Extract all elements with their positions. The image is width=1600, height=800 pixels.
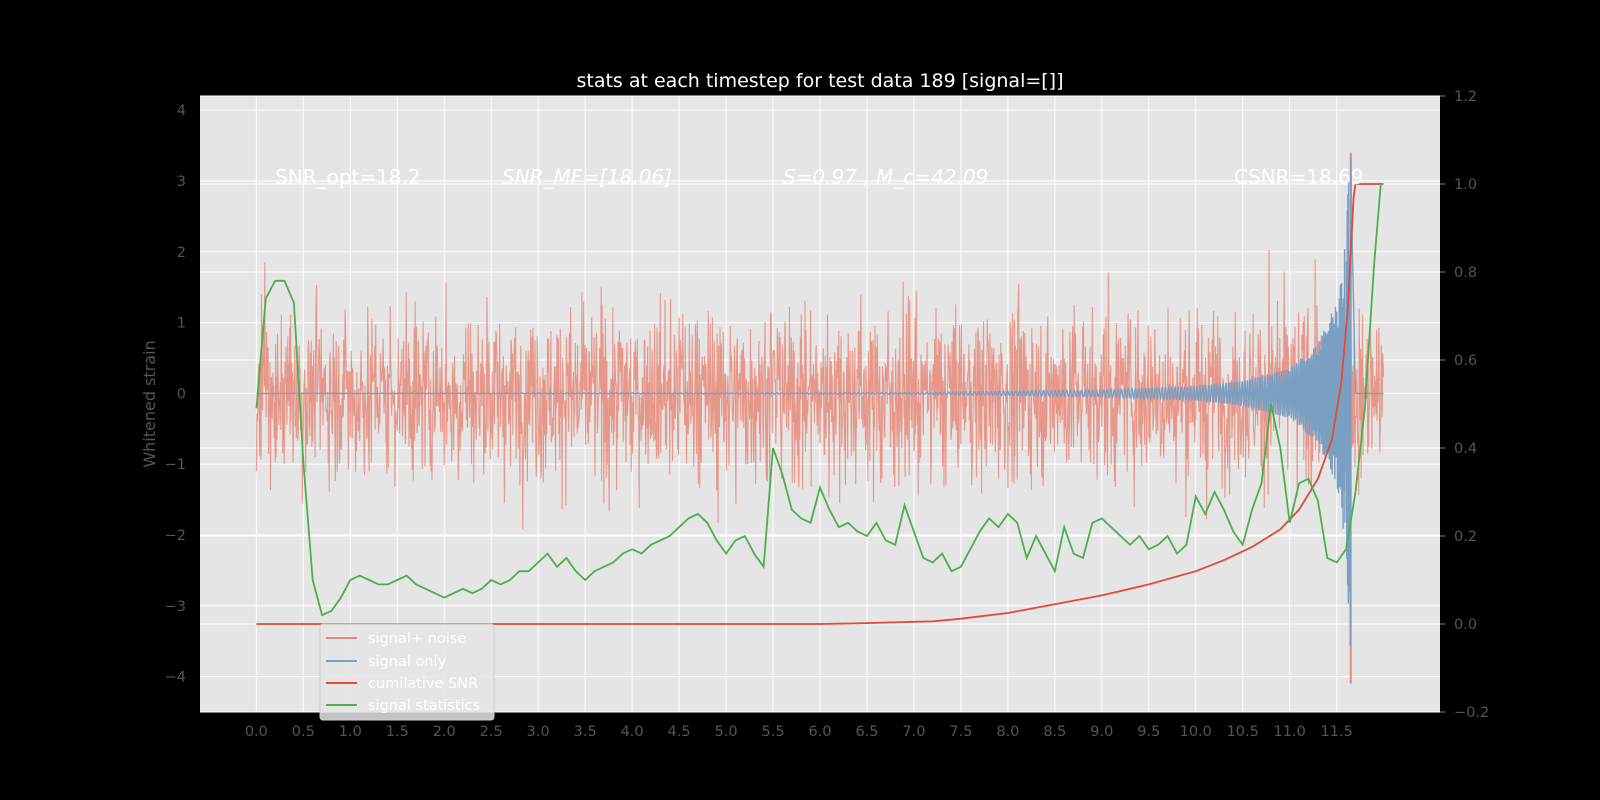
x-tick-label: 5.5 bbox=[761, 724, 784, 740]
legend-box bbox=[319, 623, 495, 721]
x-tick-label: 7.5 bbox=[949, 724, 972, 740]
x-tick-label: 4.0 bbox=[621, 724, 644, 740]
y-left-tick-label: 3 bbox=[177, 174, 186, 190]
x-tick-label: 9.5 bbox=[1137, 724, 1160, 740]
x-tick-label: 11.5 bbox=[1321, 724, 1353, 740]
y-axis-left-ticks: 4 3 2 1 0 −1 −2 −3 −4 bbox=[165, 103, 186, 685]
series-cumulative-snr bbox=[256, 183, 1384, 625]
y-left-tick-label: −1 bbox=[165, 457, 186, 473]
annotation-snr-mf: SNR_MF=[18.06] bbox=[502, 165, 672, 189]
x-tick-label: 0.0 bbox=[245, 724, 268, 740]
x-tick-label: 2.5 bbox=[480, 724, 503, 740]
legend: signal+ noise signal only cumilative SNR… bbox=[319, 623, 495, 721]
y-right-tick-label: 0.0 bbox=[1454, 617, 1477, 633]
y-left-tick-label: 0 bbox=[177, 386, 186, 402]
x-tick-label: 1.0 bbox=[339, 724, 362, 740]
y-left-tick-label: −4 bbox=[165, 670, 186, 686]
y-left-tick-label: 4 bbox=[177, 103, 186, 119]
x-tick-label: 5.0 bbox=[715, 724, 738, 740]
y-right-tick-label: 0.2 bbox=[1454, 529, 1477, 545]
x-tick-label: 11.0 bbox=[1274, 724, 1306, 740]
legend-label-cum: cumilative SNR bbox=[368, 676, 478, 692]
y-left-tick-label: 2 bbox=[177, 245, 186, 261]
y-right-tick-label: 0.4 bbox=[1454, 441, 1477, 457]
annotation-csnr: CSNR=18.69 bbox=[1234, 165, 1364, 189]
x-tick-label: 10.5 bbox=[1227, 724, 1259, 740]
x-tick-label: 9.0 bbox=[1090, 724, 1113, 740]
x-tick-label: 2.0 bbox=[433, 724, 456, 740]
y-right-tick-label: 0.8 bbox=[1454, 265, 1477, 281]
annotation-snr-opt: SNR_opt=18.2 bbox=[275, 165, 421, 189]
noise-line bbox=[255, 249, 1385, 530]
x-tick-label: 1.5 bbox=[386, 724, 409, 740]
x-tick-label: 8.0 bbox=[996, 724, 1019, 740]
x-tick-label: 6.5 bbox=[855, 724, 878, 740]
x-tick-label: 6.0 bbox=[808, 724, 831, 740]
x-tick-label: 4.5 bbox=[668, 724, 691, 740]
y-left-tick-label: 1 bbox=[177, 316, 186, 332]
y-left-tick-label: −2 bbox=[165, 528, 186, 544]
signal-statistics-line bbox=[255, 183, 1382, 617]
chart-title: stats at each timestep for test data 189… bbox=[576, 70, 1063, 92]
series-signal-only bbox=[256, 157, 1384, 647]
y-right-tick-label: −0.2 bbox=[1454, 705, 1489, 721]
x-tick-label: 10.0 bbox=[1180, 724, 1212, 740]
x-axis-ticks: 0.0 0.5 1.0 1.5 2.0 2.5 3.0 3.5 4.0 4.5 5.0 5.5 6.0 6… bbox=[245, 724, 1353, 740]
legend-label-signal: signal only bbox=[368, 654, 447, 670]
x-tick-label: 8.5 bbox=[1043, 724, 1066, 740]
y-right-tick-label: 1.0 bbox=[1454, 177, 1477, 193]
y-axis-right-ticks: 1.2 1.0 0.8 0.6 0.4 0.2 0.0 −0.2 bbox=[1440, 89, 1489, 721]
signal-line bbox=[256, 157, 1384, 647]
y-axis-label: Whitened strain bbox=[140, 340, 159, 467]
cumulative-snr-line bbox=[256, 183, 1384, 625]
x-tick-label: 3.5 bbox=[574, 724, 597, 740]
legend-label-stats: signal statistics bbox=[368, 698, 480, 714]
y-right-tick-label: 0.6 bbox=[1454, 353, 1477, 369]
series-signal-statistics bbox=[255, 183, 1382, 617]
annotation-s-mc: S=0.97 , M_c=42.09 bbox=[783, 165, 988, 189]
y-right-tick-label: 1.2 bbox=[1454, 89, 1477, 105]
y-left-tick-label: −3 bbox=[165, 599, 186, 615]
x-tick-label: 7.0 bbox=[902, 724, 925, 740]
x-tick-label: 0.5 bbox=[292, 724, 315, 740]
x-tick-label: 3.0 bbox=[527, 724, 550, 740]
legend-label-noise: signal+ noise bbox=[368, 631, 466, 647]
